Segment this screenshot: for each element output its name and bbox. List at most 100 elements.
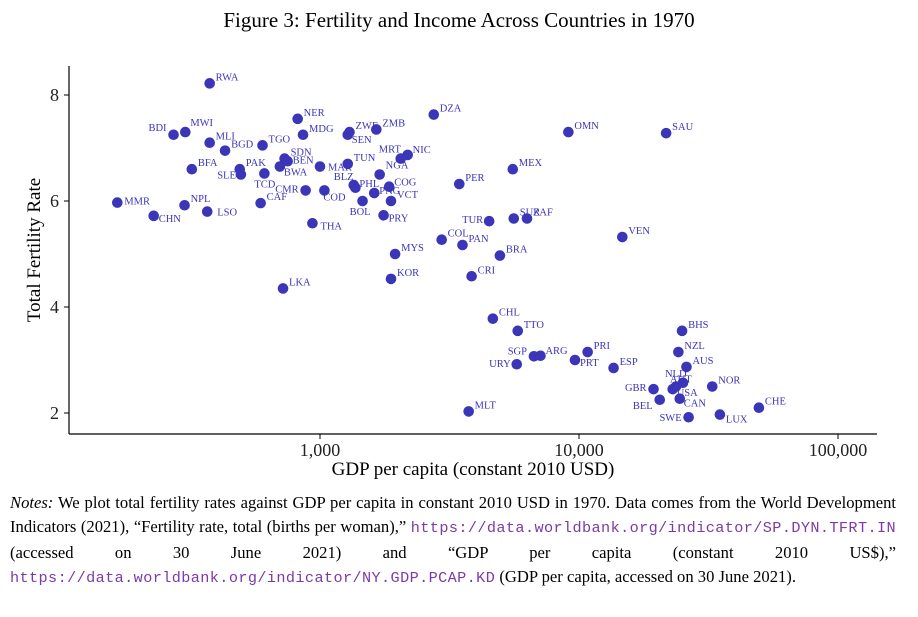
- point-sau: [660, 127, 672, 139]
- point-tgo: [257, 140, 268, 151]
- point-label-can: CAN: [684, 399, 707, 410]
- point-label-dza: DZA: [440, 104, 462, 115]
- point-nic: [402, 149, 413, 161]
- point-label-bel: BEL: [633, 401, 653, 412]
- point-label-mlt: MLT: [475, 400, 497, 411]
- point-ven: [617, 231, 628, 243]
- point-label-per: PER: [465, 173, 484, 184]
- point-label-mwi: MWI: [190, 118, 213, 129]
- point-label-lso: LSO: [217, 208, 237, 219]
- point-bra: [494, 250, 506, 261]
- point-vct: [385, 195, 397, 207]
- point-bfa: [186, 163, 198, 175]
- point-label-zmb: ZMB: [382, 118, 405, 129]
- point-mlt: [463, 406, 474, 417]
- fertility-data-link[interactable]: https://data.worldbank.org/indicator/SP.…: [410, 519, 896, 538]
- point-bel: [654, 394, 666, 406]
- point-label-mmr: MMR: [124, 197, 150, 208]
- point-label-sau: SAU: [672, 122, 693, 133]
- point-label-prt: PRT: [580, 358, 599, 369]
- point-label-ben: BEN: [293, 155, 314, 166]
- point-label-col: COL: [448, 229, 469, 240]
- point-label-che: CHE: [765, 397, 786, 408]
- point-label-sdn: SDN: [291, 148, 312, 159]
- point-label-tgo: TGO: [269, 134, 291, 145]
- point-label-pak: PAK: [246, 158, 266, 169]
- point-omn: [563, 126, 574, 138]
- point-kor: [385, 273, 397, 285]
- point-label-ner: NER: [304, 108, 325, 119]
- point-label-bhs: BHS: [688, 320, 709, 331]
- point-swe: [683, 411, 694, 423]
- point-label-arg: ARG: [545, 346, 568, 357]
- point-ury: [511, 358, 523, 370]
- point-label-cog: COG: [394, 178, 417, 189]
- point-label-sen: SEN: [352, 135, 372, 146]
- point-mmr: [112, 197, 123, 208]
- point-label-cmr: CMR: [275, 184, 298, 195]
- point-label-phl: PHL: [359, 179, 379, 190]
- point-label-rwa: RWA: [216, 72, 239, 83]
- point-phl: [350, 182, 361, 194]
- point-cri: [466, 270, 477, 282]
- point-label-sgp: SGP: [508, 346, 527, 357]
- point-sle: [235, 169, 247, 180]
- point-che: [753, 402, 765, 414]
- point-label-ven: VEN: [628, 226, 650, 237]
- point-label-bol: BOL: [350, 207, 371, 218]
- point-label-usa: USA: [677, 388, 698, 399]
- x-tick-label: 10,000: [554, 440, 604, 460]
- point-mys: [389, 248, 401, 260]
- point-label-mrt: MRT: [379, 145, 402, 156]
- point-label-nor: NOR: [718, 376, 740, 387]
- point-chl: [487, 313, 499, 324]
- notes-text-3: (GDP per capita, accessed on 30 June 202…: [495, 567, 796, 587]
- data-points: [112, 78, 765, 423]
- point-bdi: [168, 129, 179, 141]
- point-label-bra: BRA: [506, 245, 528, 256]
- point-tur: [483, 215, 495, 227]
- point-per: [453, 178, 465, 190]
- point-label-blz: BLZ: [334, 172, 354, 183]
- point-label-omn: OMN: [574, 121, 599, 132]
- point-label-esp: ESP: [620, 357, 638, 368]
- point-lso: [201, 206, 213, 217]
- point-label-zwe: ZWE: [356, 121, 379, 132]
- point-label-lka: LKA: [289, 277, 311, 288]
- point-cod: [319, 185, 330, 196]
- x-axis-title: GDP per capita (constant 2010 USD): [332, 459, 615, 480]
- point-label-bwa: BWA: [284, 168, 308, 179]
- point-lux: [714, 409, 726, 420]
- axes: 2 4 6 8 1,000 10,000 100,000 GDP per capita (co…: [24, 66, 877, 480]
- point-prt: [569, 354, 581, 366]
- point-label-aus: AUS: [692, 356, 713, 367]
- point-pry: [378, 210, 389, 221]
- point-label-pan: PAN: [469, 234, 489, 245]
- point-label-tha: THA: [320, 221, 342, 232]
- point-label-png: PNG: [379, 186, 400, 197]
- point-arg: [535, 350, 546, 362]
- point-dza: [428, 109, 440, 120]
- point-png: [368, 187, 380, 199]
- point-label-nzl: NZL: [684, 341, 704, 352]
- point-pri: [582, 346, 593, 358]
- point-tun: [342, 158, 354, 170]
- point-caf: [255, 197, 266, 209]
- point-label-mli: MLI: [216, 132, 236, 143]
- gdp-data-link[interactable]: https://data.worldbank.org/indicator/NY.…: [10, 569, 496, 588]
- point-label-mys: MYS: [401, 243, 424, 254]
- point-bol: [357, 195, 368, 207]
- point-tcd: [259, 168, 270, 179]
- point-label-gbr: GBR: [625, 383, 647, 394]
- figure-notes: Notes: We plot total fertility rates aga…: [10, 491, 896, 591]
- point-rwa: [204, 78, 215, 89]
- point-label-chl: CHL: [499, 308, 520, 319]
- point-label-bdi: BDI: [148, 123, 167, 134]
- point-zaf: [521, 213, 533, 224]
- point-nga: [374, 169, 385, 180]
- point-label-nga: NGA: [386, 161, 409, 172]
- point-tha: [307, 217, 318, 229]
- point-label-swe: SWE: [659, 413, 681, 424]
- point-label-zaf: ZAF: [533, 207, 553, 218]
